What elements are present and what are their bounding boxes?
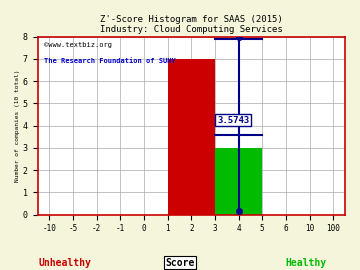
Text: Healthy: Healthy [285,258,327,268]
Text: Score: Score [165,258,195,268]
Text: ©www.textbiz.org: ©www.textbiz.org [44,42,112,48]
Text: 3.5743: 3.5743 [217,116,249,124]
Y-axis label: Number of companies (10 total): Number of companies (10 total) [15,69,20,182]
Text: The Research Foundation of SUNY: The Research Foundation of SUNY [44,58,175,64]
Title: Z'-Score Histogram for SAAS (2015)
Industry: Cloud Computing Services: Z'-Score Histogram for SAAS (2015) Indus… [100,15,283,34]
Bar [215,148,262,215]
Bar [168,59,215,215]
Text: Unhealthy: Unhealthy [39,258,91,268]
